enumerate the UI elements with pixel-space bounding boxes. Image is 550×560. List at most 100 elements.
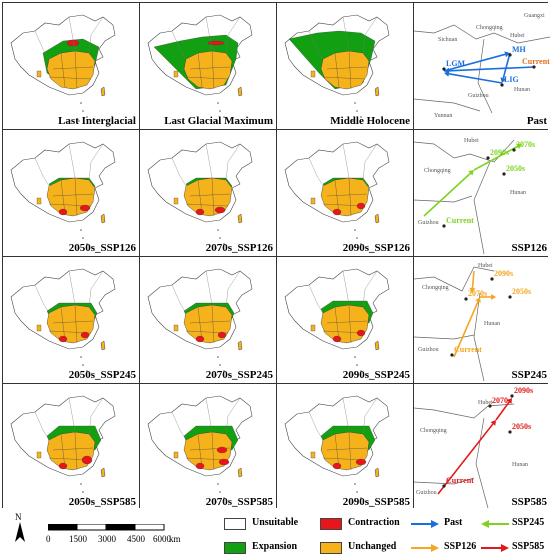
panel-label: 2070s_SSP126 bbox=[205, 242, 273, 254]
map-panel: 2070s_SSP245 bbox=[140, 257, 276, 383]
ssp245-label: SSP245 bbox=[512, 517, 545, 528]
period-point-label: 2090s bbox=[494, 269, 514, 278]
scale-bar: 0 1500 3000 4500 6000 km bbox=[45, 524, 181, 554]
china-map bbox=[10, 395, 116, 503]
period-point-label: LGM bbox=[446, 59, 466, 68]
panel-label: 2070s_SSP585 bbox=[205, 496, 273, 508]
period-point-label: 2070s bbox=[516, 140, 536, 149]
north-label: N bbox=[15, 512, 22, 522]
past-arrow-icon bbox=[411, 520, 439, 528]
detail-map bbox=[414, 266, 512, 382]
panel-label: Last Interglacial bbox=[58, 115, 136, 127]
period-point-label: MH bbox=[512, 45, 526, 54]
period-point-label: 2070s bbox=[468, 289, 488, 298]
province-label: Guizhou bbox=[468, 93, 489, 99]
china-map bbox=[10, 14, 116, 122]
map-panel: 2070s_SSP585 bbox=[140, 384, 276, 510]
period-point-label: 2070s bbox=[492, 396, 512, 405]
panel-label: SSP245 bbox=[511, 369, 547, 381]
expansion-swatch bbox=[224, 542, 246, 554]
map-panel: 2050s_SSP585 bbox=[3, 384, 139, 510]
period-point-label: Current bbox=[454, 345, 482, 354]
china-map bbox=[10, 268, 116, 376]
map-panel: Hubei Chongqing Guizhou Hunan 2090s 2070s 2050… bbox=[414, 384, 550, 510]
province-label: Hunan bbox=[484, 321, 500, 327]
province-label: Chongqing bbox=[420, 428, 447, 434]
scale-tick: 6000 bbox=[153, 534, 171, 544]
period-point-label: LIG bbox=[504, 75, 519, 84]
china-map bbox=[147, 141, 253, 249]
map-panel: Hubei Chongqing Guizhou Hunan 2070s 2090s 2050… bbox=[414, 130, 550, 256]
ssp585-arrow-icon bbox=[481, 544, 509, 552]
ssp126-arrow-icon bbox=[411, 544, 439, 552]
scale-tick: 0 bbox=[46, 534, 51, 544]
province-label: Chongqing bbox=[424, 168, 451, 174]
map-panel: Last Interglacial bbox=[3, 3, 139, 129]
province-label: Guizhou bbox=[416, 490, 437, 496]
unchanged-swatch bbox=[320, 542, 342, 554]
map-panel: 2090s_SSP126 bbox=[277, 130, 413, 256]
panel-label: Past bbox=[526, 115, 547, 127]
china-map bbox=[284, 141, 390, 249]
map-panel: 2090s_SSP245 bbox=[277, 257, 413, 383]
detail-map bbox=[414, 139, 522, 255]
period-point-label: 2050s bbox=[506, 164, 526, 173]
province-label: Guizhou bbox=[418, 347, 439, 353]
china-map bbox=[10, 141, 116, 249]
unchanged-label: Unchanged bbox=[348, 541, 397, 552]
china-map bbox=[147, 395, 253, 503]
map-panel: Middle Holocene bbox=[277, 3, 413, 129]
ssp245-arrow-icon bbox=[481, 520, 509, 528]
province-label: Sichuan bbox=[438, 37, 458, 43]
period-point-label: 2090s bbox=[490, 148, 510, 157]
map-panel: 2050s_SSP245 bbox=[3, 257, 139, 383]
china-map bbox=[284, 395, 390, 503]
past-label: Past bbox=[444, 517, 463, 528]
panel-label: 2090s_SSP126 bbox=[342, 242, 410, 254]
detail-map bbox=[414, 394, 515, 509]
panel-label: SSP585 bbox=[511, 496, 547, 508]
north-arrow-icon bbox=[15, 522, 25, 542]
map-panel: 2090s_SSP585 bbox=[277, 384, 413, 510]
unsuitable-label: Unsuitable bbox=[252, 517, 299, 528]
province-label: Chongqing bbox=[476, 25, 503, 31]
panel-label: 2090s_SSP245 bbox=[342, 369, 410, 381]
detail-map bbox=[414, 24, 550, 114]
panel-label: Last Glacial Maximum bbox=[164, 115, 273, 127]
panel-label: 2050s_SSP585 bbox=[68, 496, 136, 508]
contraction-label: Contraction bbox=[348, 517, 400, 528]
north-arrow: N bbox=[12, 510, 28, 542]
period-point-label: 2090s bbox=[514, 386, 534, 395]
period-point-label: 2050s bbox=[512, 287, 532, 296]
province-label: Hubei bbox=[464, 138, 479, 144]
scale-unit: km bbox=[169, 534, 181, 544]
ssp585-label: SSP585 bbox=[512, 541, 545, 552]
panel-label: Middle Holocene bbox=[330, 115, 410, 127]
ssp126-label: SSP126 bbox=[444, 541, 477, 552]
expansion-label: Expansion bbox=[252, 541, 298, 552]
province-label: Guangxi bbox=[524, 13, 545, 19]
province-label: Hunan bbox=[512, 462, 528, 468]
province-label: Chongqing bbox=[422, 285, 449, 291]
china-map bbox=[147, 268, 253, 376]
province-label: Hubei bbox=[478, 400, 493, 406]
scale-tick: 1500 bbox=[69, 534, 87, 544]
map-grid: Last Interglacial Last Glacial Maximum Mid… bbox=[2, 2, 550, 510]
scale-tick: 4500 bbox=[127, 534, 145, 544]
china-map bbox=[147, 14, 253, 122]
province-label: Hunan bbox=[510, 190, 526, 196]
period-point-label: Current bbox=[446, 216, 474, 225]
panel-label: 2050s_SSP126 bbox=[68, 242, 136, 254]
legend-footer: N 0 1500 3000 4500 6000 km Unsuitable Co… bbox=[0, 510, 550, 560]
period-point-label: 2050s bbox=[512, 422, 532, 431]
panel-label: 2050s_SSP245 bbox=[68, 369, 136, 381]
china-map bbox=[284, 14, 390, 122]
period-point-label: Current bbox=[446, 476, 474, 485]
map-panel: Last Glacial Maximum bbox=[140, 3, 276, 129]
panel-label: 2070s_SSP245 bbox=[205, 369, 273, 381]
contraction-swatch bbox=[320, 518, 342, 530]
map-panel: Sichuan Chongqing Guizhou Yunnan Hubei Hunan G… bbox=[414, 3, 550, 129]
panel-label: SSP126 bbox=[511, 242, 547, 254]
panel-label: 2090s_SSP585 bbox=[342, 496, 410, 508]
unsuitable-swatch bbox=[224, 518, 246, 530]
